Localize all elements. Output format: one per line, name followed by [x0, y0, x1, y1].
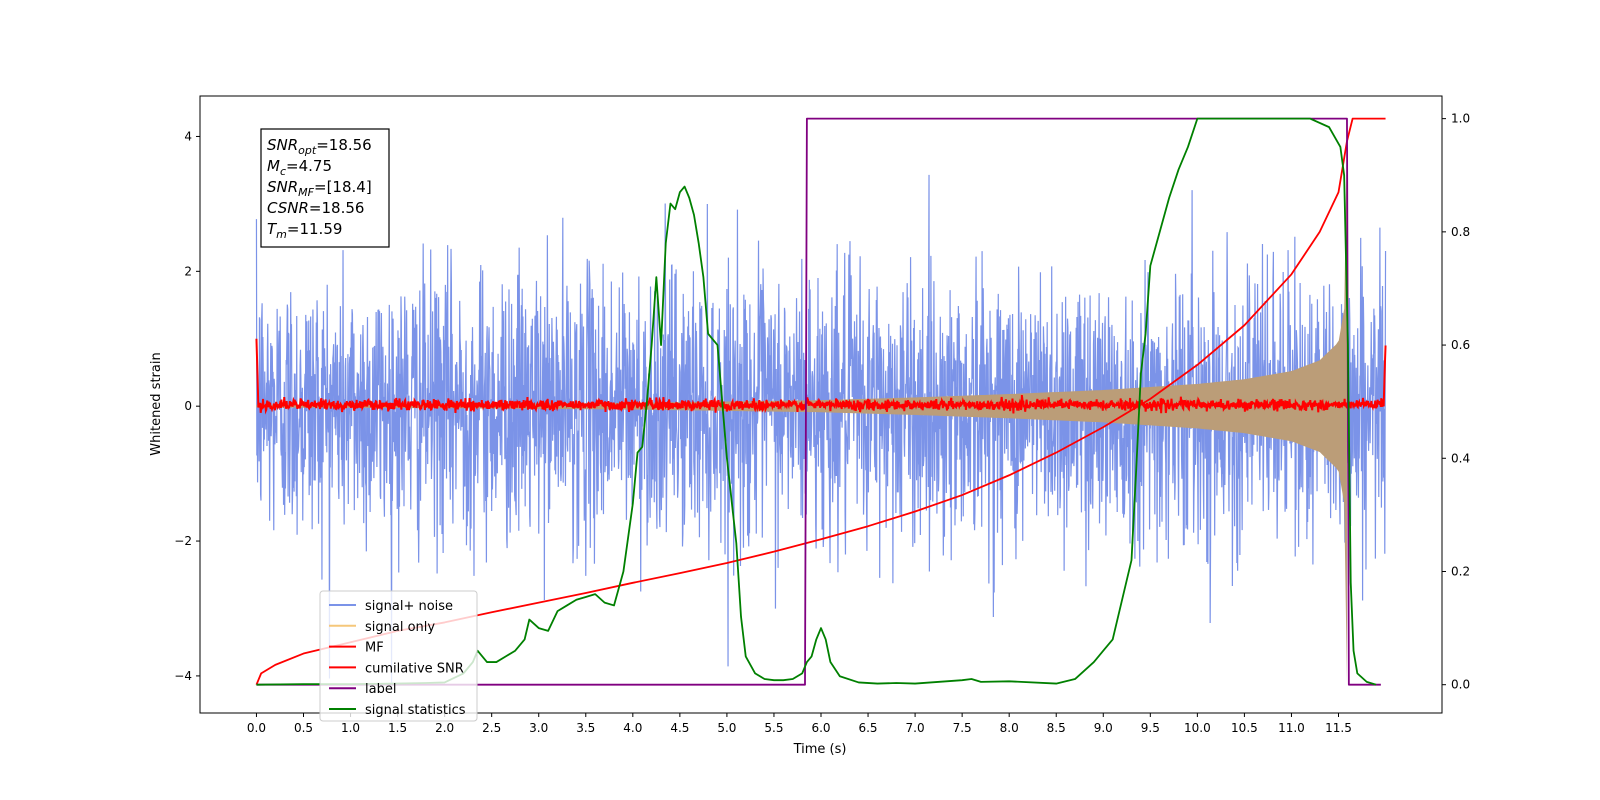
y2-tick-label: 0.0 [1451, 678, 1470, 692]
legend-entry-label: signal statistics [365, 703, 466, 718]
x-tick-label: 8.5 [1047, 721, 1066, 735]
legend-entry-label: MF [365, 641, 384, 656]
y-axis-right: 0.0 0.2 0.4 0.6 0.8 1.0 [1442, 112, 1470, 692]
x-tick-label: 9.5 [1141, 721, 1160, 735]
annotation-frame [260, 128, 390, 248]
y2-tick-label: 0.4 [1451, 451, 1470, 465]
x-tick-label: 11.0 [1278, 721, 1305, 735]
x-tick-label: 5.0 [717, 721, 736, 735]
parameter-annotation-box: SNRopt=18.56Mc=4.75SNRMF=[18.4]CSNR=18.5… [260, 128, 390, 248]
x-tick-label: 6.0 [811, 721, 830, 735]
x-tick-label: 2.0 [435, 721, 454, 735]
y-axis-label: Whitened strain [149, 352, 164, 455]
legend-entry-label: cumilative SNR [365, 661, 464, 676]
annotation-line: CSNR=18.56 [267, 199, 364, 217]
annotation-line: Mc=4.75 [267, 157, 332, 178]
x-tick-label: 2.5 [482, 721, 501, 735]
series-label-line [256, 117, 1381, 686]
y2-tick-label: 0.6 [1451, 338, 1470, 352]
x-axis: 0.0 0.5 1.0 1.5 2.0 2.5 3.0 3.5 4.0 4.5 5.0 5.5 6.0 6… [247, 713, 1352, 735]
x-tick-label: 4.5 [670, 721, 689, 735]
x-tick-label: 10.5 [1231, 721, 1258, 735]
y2-tick-label: 0.8 [1451, 225, 1470, 239]
x-tick-label: 7.5 [953, 721, 972, 735]
x-tick-label: 11.5 [1325, 721, 1352, 735]
x-tick-label: 8.0 [1000, 721, 1019, 735]
y-tick-label: 2 [184, 264, 192, 278]
x-tick-label: 3.5 [576, 721, 595, 735]
x-tick-label: 0.5 [294, 721, 313, 735]
legend-frame [319, 590, 478, 722]
y-axis-left: −4 −2 0 2 4 [174, 129, 200, 683]
y2-tick-label: 1.0 [1451, 112, 1470, 126]
x-tick-label: 9.0 [1094, 721, 1113, 735]
annotation-line: SNRopt=18.56 [267, 136, 372, 157]
y-tick-label: −4 [174, 669, 192, 683]
y2-tick-label: 0.2 [1451, 564, 1470, 578]
annotation-line: SNRMF=[18.4] [267, 178, 372, 199]
series-signal-statistics-line [256, 117, 1377, 686]
legend-entry-label: label [365, 682, 396, 697]
legend-entry-label: signal only [365, 620, 435, 635]
legend: signal+ noise signal only MF cumilative SNR… [319, 590, 478, 722]
y-tick-label: −2 [174, 534, 192, 548]
y-tick-label: 4 [184, 129, 192, 143]
x-tick-label: 10.0 [1184, 721, 1211, 735]
legend-entry-label: signal+ noise [365, 599, 453, 614]
x-tick-label: 4.0 [623, 721, 642, 735]
x-tick-label: 7.0 [906, 721, 925, 735]
x-tick-label: 3.0 [529, 721, 548, 735]
x-tick-label: 1.5 [388, 721, 407, 735]
x-axis-label: Time (s) [793, 742, 847, 757]
x-tick-label: 5.5 [764, 721, 783, 735]
x-tick-label: 1.0 [341, 721, 360, 735]
y-tick-label: 0 [184, 399, 192, 413]
x-tick-label: 6.5 [858, 721, 877, 735]
series-mf-line [255, 338, 1387, 415]
annotation-line: Tm=11.59 [267, 220, 342, 241]
x-tick-label: 0.0 [247, 721, 266, 735]
